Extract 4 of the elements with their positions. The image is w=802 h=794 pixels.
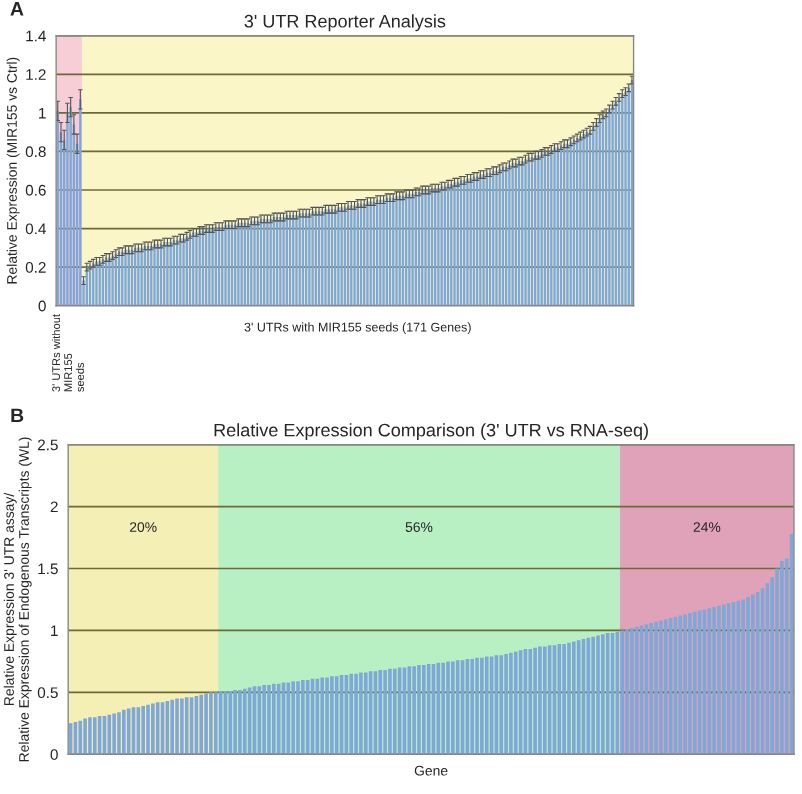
- text: B: [11, 408, 24, 423]
- chart-title: Relative Expression Comparison (3' UTR vs RNA-seq): [214, 423, 648, 441]
- text: A: [10, 2, 24, 16]
- chart-title: 3' UTR Reporter Analysis: [244, 14, 446, 32]
